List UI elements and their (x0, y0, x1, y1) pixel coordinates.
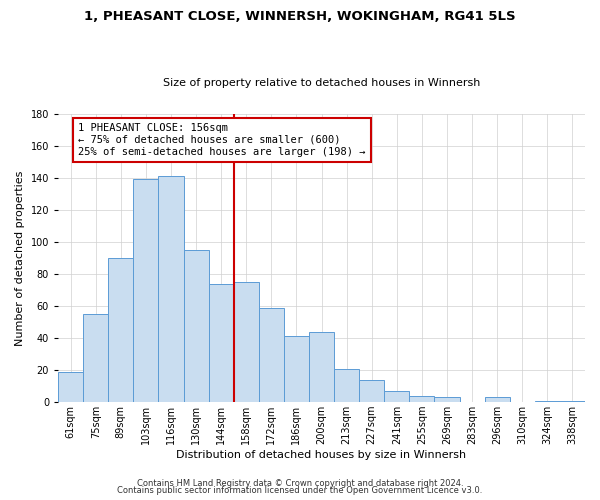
Bar (58, 372, 83, 402)
Bar (334, 368, 359, 402)
Bar (485, 398, 510, 402)
Bar (83, 314, 108, 402)
Bar (108, 258, 133, 402)
Bar (184, 250, 209, 402)
Bar (209, 284, 234, 402)
X-axis label: Distribution of detached houses by size in Winnersh: Distribution of detached houses by size … (176, 450, 467, 460)
Text: Contains HM Land Registry data © Crown copyright and database right 2024.: Contains HM Land Registry data © Crown c… (137, 478, 463, 488)
Text: 1, PHEASANT CLOSE, WINNERSH, WOKINGHAM, RG41 5LS: 1, PHEASANT CLOSE, WINNERSH, WOKINGHAM, … (84, 10, 516, 23)
Bar (409, 396, 434, 402)
Bar (259, 308, 284, 402)
Bar (535, 400, 560, 402)
Bar (234, 282, 259, 402)
Bar (133, 180, 158, 402)
Bar (359, 380, 384, 402)
Text: 1 PHEASANT CLOSE: 156sqm
← 75% of detached houses are smaller (600)
25% of semi-: 1 PHEASANT CLOSE: 156sqm ← 75% of detach… (78, 124, 365, 156)
Bar (284, 336, 309, 402)
Bar (384, 391, 409, 402)
Title: Size of property relative to detached houses in Winnersh: Size of property relative to detached ho… (163, 78, 480, 88)
Bar (309, 332, 334, 402)
Bar (158, 176, 184, 402)
Bar (560, 400, 585, 402)
Y-axis label: Number of detached properties: Number of detached properties (15, 170, 25, 346)
Bar (434, 398, 460, 402)
Text: Contains public sector information licensed under the Open Government Licence v3: Contains public sector information licen… (118, 486, 482, 495)
